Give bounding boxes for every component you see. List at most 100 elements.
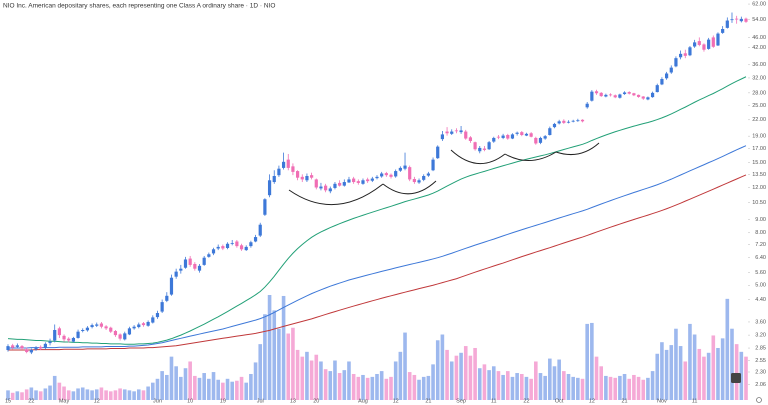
candle-body <box>646 97 650 100</box>
x-tick-label: 12 <box>94 398 100 404</box>
volume-bar <box>221 382 225 400</box>
candle-body <box>169 277 174 295</box>
volume-bar <box>202 373 206 400</box>
moving-average-line <box>8 174 747 351</box>
candle-body <box>594 91 599 94</box>
x-tick-label: Jul <box>257 398 264 404</box>
candle-body <box>585 103 589 108</box>
candle-body <box>76 331 80 338</box>
candle-body <box>580 119 585 122</box>
candle-body <box>188 258 192 265</box>
candle-body <box>552 123 557 128</box>
candle-body <box>632 93 636 96</box>
candle-body <box>478 147 482 152</box>
volume-bar <box>258 344 263 400</box>
volume-bar <box>725 298 730 400</box>
candle-body <box>506 134 510 139</box>
candle-body <box>398 167 402 171</box>
volume-bar <box>291 327 295 400</box>
cup-drawing <box>450 149 506 165</box>
volume-bar <box>571 376 575 400</box>
candle-body <box>90 325 94 328</box>
candle-body <box>277 168 281 176</box>
volume-bar <box>66 390 71 400</box>
y-tick-label: 4.40 <box>755 297 766 303</box>
volume-bar <box>80 387 85 400</box>
candle-body <box>707 39 711 49</box>
x-tick-label: Oct <box>555 398 564 404</box>
candle-body <box>613 95 617 98</box>
volume-bar <box>333 360 337 400</box>
chart-title: NIO Inc. American depositary shares, eac… <box>3 3 275 10</box>
candle-body <box>67 338 71 341</box>
candle-body <box>53 329 57 341</box>
volume-bar <box>314 354 319 400</box>
candle-body <box>520 132 524 135</box>
x-tick-label: 11 <box>692 398 698 404</box>
volume-bar <box>20 392 24 400</box>
volume-bar <box>328 371 333 400</box>
candle-body <box>688 47 692 56</box>
volume-bar <box>277 328 281 400</box>
candle-body <box>258 224 262 236</box>
x-tick-label: 22 <box>523 398 529 404</box>
volume-bar <box>435 340 440 400</box>
candle-body <box>370 178 374 181</box>
candle-body <box>99 323 104 327</box>
candle-body <box>375 176 379 179</box>
candle-body <box>109 327 113 332</box>
volume-bar <box>38 391 43 400</box>
candle-body <box>571 120 575 122</box>
volume-bar <box>305 351 309 400</box>
volume-bar <box>524 376 529 400</box>
candle-body <box>482 148 487 150</box>
candle-body <box>422 176 426 180</box>
y-tick-label: 46.00 <box>752 35 766 41</box>
axis-layer: 62.00 54.00 46.00 42.00 36.00 32.00 28.00 25.00… <box>5 2 766 405</box>
y-tick-label: 3.20 <box>755 333 766 339</box>
volume-bar <box>207 378 211 400</box>
candle-body <box>408 167 412 180</box>
volume-bar <box>146 386 150 400</box>
candle-body <box>272 176 276 183</box>
volume-bar <box>669 345 674 400</box>
y-tick-label: 7.20 <box>755 242 766 248</box>
candle-body <box>81 329 85 332</box>
candle-body <box>735 18 739 20</box>
candle-body <box>328 188 332 192</box>
candle-body <box>39 346 43 349</box>
volume-bar <box>71 391 76 400</box>
candle-body <box>338 182 342 186</box>
candle-body <box>697 41 701 45</box>
candle-body <box>515 132 519 134</box>
candle-body <box>543 136 547 139</box>
volume-bar <box>99 387 104 400</box>
volume-bar <box>421 376 426 400</box>
x-tick-label: 10 <box>187 398 193 404</box>
candle-body <box>679 53 683 58</box>
candle-body <box>132 326 136 329</box>
volume-bar <box>300 356 305 400</box>
candle-body <box>655 85 659 93</box>
volume-bar <box>543 375 547 400</box>
volume-bar <box>150 382 155 400</box>
candle-body <box>366 179 370 182</box>
volume-bar <box>449 361 454 400</box>
candle-body <box>730 19 734 21</box>
cup-drawing <box>504 151 557 161</box>
candle-body <box>622 92 627 95</box>
candle-body <box>524 133 529 136</box>
candle-body <box>604 94 608 97</box>
scroll-button[interactable] <box>731 373 741 383</box>
volume-bar <box>590 322 594 400</box>
candle-body <box>333 183 337 188</box>
candle-body <box>650 92 655 98</box>
candle-body <box>412 178 416 183</box>
x-tick-label: 22 <box>28 398 34 404</box>
y-tick-label: 42.00 <box>752 45 766 51</box>
settings-icon[interactable] <box>756 397 762 403</box>
volume-bar <box>244 382 249 400</box>
volume-bar <box>510 376 515 400</box>
volume-bar <box>398 351 403 400</box>
volume-bar <box>29 387 34 400</box>
